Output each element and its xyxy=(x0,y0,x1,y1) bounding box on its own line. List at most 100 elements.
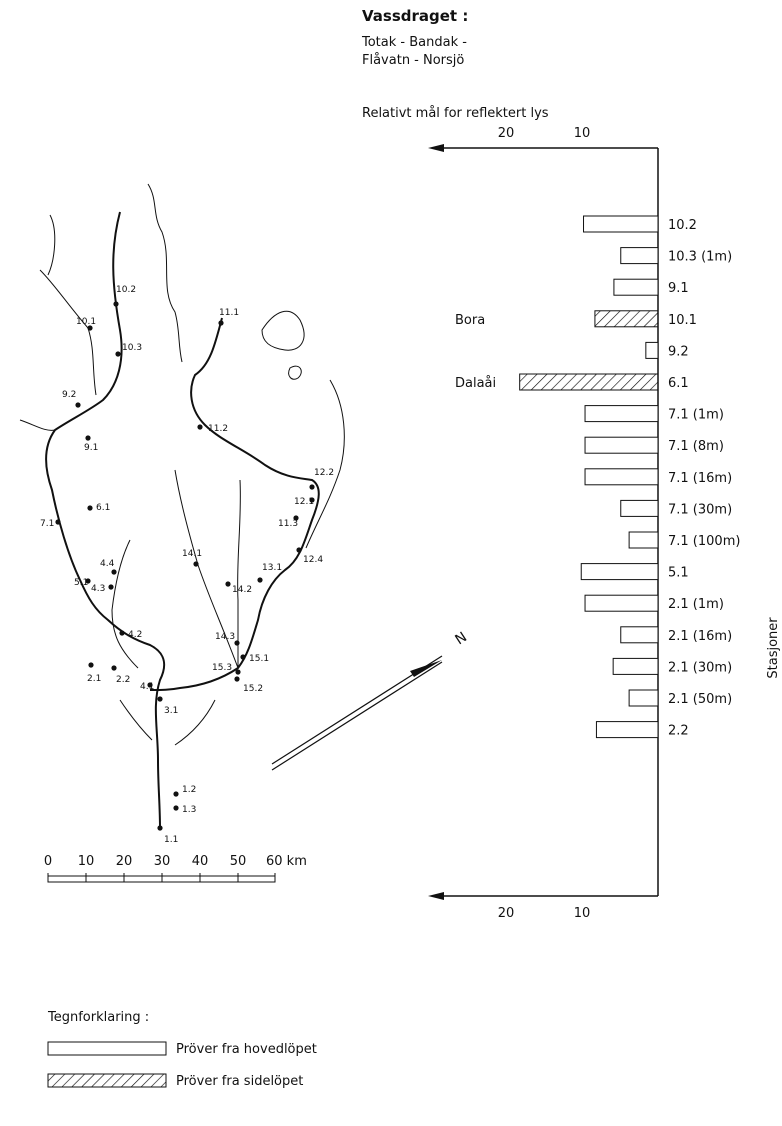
tributary-south-2 xyxy=(174,699,216,746)
annotation-bora: Bora xyxy=(455,313,485,328)
category-label-7-1-1m-: 7.1 (1m) xyxy=(668,408,724,423)
north-arrow: N xyxy=(271,629,470,771)
station-label-4-3: 4.3 xyxy=(91,584,105,594)
station-dot-15-3 xyxy=(235,669,241,675)
tributary-west-2 xyxy=(19,419,56,431)
station-dot-7-1 xyxy=(55,519,61,525)
x-tick-top-10: 10 xyxy=(574,126,591,141)
x-tick-top-20: 20 xyxy=(498,126,515,141)
lake-northeast xyxy=(261,310,305,351)
east-river xyxy=(149,317,320,691)
north-label: N xyxy=(452,629,470,648)
annotation-dala-i: Dalaåi xyxy=(455,376,496,391)
station-label-2-2: 2.2 xyxy=(116,675,130,685)
bar-6-1 xyxy=(519,373,659,391)
tributary-mid-3 xyxy=(237,479,241,668)
lake-northwest xyxy=(47,214,56,276)
station-label-11-1: 11.1 xyxy=(219,308,239,318)
bar-7-1-100m- xyxy=(628,531,659,549)
scale-bar: 0 10 20 30 40 50 60 km xyxy=(44,854,307,883)
station-dot-1-1 xyxy=(157,825,163,831)
station-dot-12-1 xyxy=(309,497,315,503)
station-label-11-2: 11.2 xyxy=(208,424,228,434)
station-markers: 10.2 10.1 10.3 11.1 9.2 9.1 11.2 12.2 12.1 11.3 6.… xyxy=(40,285,334,845)
station-dot-14-2 xyxy=(225,581,231,587)
tributary-mid-1 xyxy=(111,539,139,669)
station-label-12-1: 12.1 xyxy=(294,497,314,507)
bar-10-1 xyxy=(594,310,659,328)
station-label-1-2: 1.2 xyxy=(182,785,196,795)
bar-annotations: Bora Dalaåi xyxy=(455,313,496,391)
bar-2-1-30m- xyxy=(612,657,659,675)
station-label-13-1: 13.1 xyxy=(262,563,282,573)
scale-tick-6: 60 km xyxy=(266,854,307,869)
station-dot-4-2 xyxy=(119,630,125,636)
station-label-10-1: 10.1 xyxy=(76,317,96,327)
category-label-7-1-16m-: 7.1 (16m) xyxy=(668,471,732,486)
legend: Tegnforklaring : Pröver fra hovedlöpet P… xyxy=(47,1010,317,1089)
station-dot-12-2 xyxy=(309,484,315,490)
category-label-7-1-100m-: 7.1 (100m) xyxy=(668,534,740,549)
station-label-4-2: 4.2 xyxy=(128,630,142,640)
station-dot-11-2 xyxy=(197,424,203,430)
station-dot-10-1 xyxy=(87,325,93,331)
bar-7-1-8m- xyxy=(584,436,659,454)
station-dot-2-2 xyxy=(111,665,117,671)
scale-tick-2: 20 xyxy=(116,854,133,869)
x-tick-bottom-10: 10 xyxy=(574,906,591,921)
bottom-axis-arrow xyxy=(428,892,444,900)
bottom-tick-labels: 20 10 xyxy=(498,906,591,921)
top-axis-arrow xyxy=(428,144,444,152)
bar-2-1-16m- xyxy=(620,626,659,644)
station-label-10-2: 10.2 xyxy=(116,285,136,295)
tributary-north xyxy=(147,183,183,363)
legend-item-main: Pröver fra hovedlöpet xyxy=(176,1042,317,1057)
category-label-9-1: 9.1 xyxy=(668,281,689,296)
bar-7-1-16m- xyxy=(584,468,659,486)
station-dot-4-4 xyxy=(111,569,117,575)
station-dot-14-3 xyxy=(234,640,240,646)
scale-tick-3: 30 xyxy=(154,854,171,869)
x-tick-bottom-20: 20 xyxy=(498,906,515,921)
legend-title: Tegnforklaring : xyxy=(47,1010,149,1025)
station-dot-6-1 xyxy=(87,505,93,511)
station-dot-9-1 xyxy=(85,435,91,441)
station-dot-2-1 xyxy=(88,662,94,668)
station-label-10-3: 10.3 xyxy=(122,343,142,353)
station-label-11-3: 11.3 xyxy=(278,519,298,529)
bars-group xyxy=(519,215,659,739)
bar-7-1-1m- xyxy=(584,405,659,423)
station-label-15-1: 15.1 xyxy=(249,654,269,664)
lake-east-small xyxy=(288,365,302,380)
category-label-5-1: 5.1 xyxy=(668,566,689,581)
category-label-6-1: 6.1 xyxy=(668,376,689,391)
bar-5-1 xyxy=(580,563,659,581)
category-label-7-1-30m-: 7.1 (30m) xyxy=(668,502,732,517)
station-dot-15-2 xyxy=(234,676,240,682)
station-label-1-3: 1.3 xyxy=(182,805,196,815)
scale-tick-4: 40 xyxy=(192,854,209,869)
category-label-2-1-50m-: 2.1 (50m) xyxy=(668,692,732,707)
station-label-15-3: 15.3 xyxy=(212,663,232,673)
bar-9-2 xyxy=(645,341,659,359)
bar-2-1-1m- xyxy=(584,594,659,612)
main-river xyxy=(45,211,166,829)
station-dot-10-2 xyxy=(113,301,119,307)
category-label-2-1-30m-: 2.1 (30m) xyxy=(668,660,732,675)
legend-swatch-main xyxy=(47,1041,167,1056)
station-label-5-1: 5.1 xyxy=(74,578,88,588)
header-subtitle-line2: Flåvatn - Norsjö xyxy=(362,53,464,68)
station-dot-1-3 xyxy=(173,805,179,811)
scale-tick-5: 50 xyxy=(230,854,247,869)
station-dot-12-4 xyxy=(296,547,302,553)
station-label-15-2: 15.2 xyxy=(243,684,263,694)
category-labels: 10.2 10.3 (1m) 9.1 10.1 9.2 6.1 7.1 (1m) 7.1 (8… xyxy=(668,218,740,739)
header-title: Vassdraget : xyxy=(362,7,468,25)
station-dot-13-1 xyxy=(257,577,263,583)
bar-9-1 xyxy=(613,278,659,296)
station-label-9-1: 9.1 xyxy=(84,443,98,453)
station-label-14-2: 14.2 xyxy=(232,585,252,595)
station-label-14-1: 14.1 xyxy=(182,549,202,559)
header-subtitle-line1: Totak - Bandak - xyxy=(361,35,467,50)
